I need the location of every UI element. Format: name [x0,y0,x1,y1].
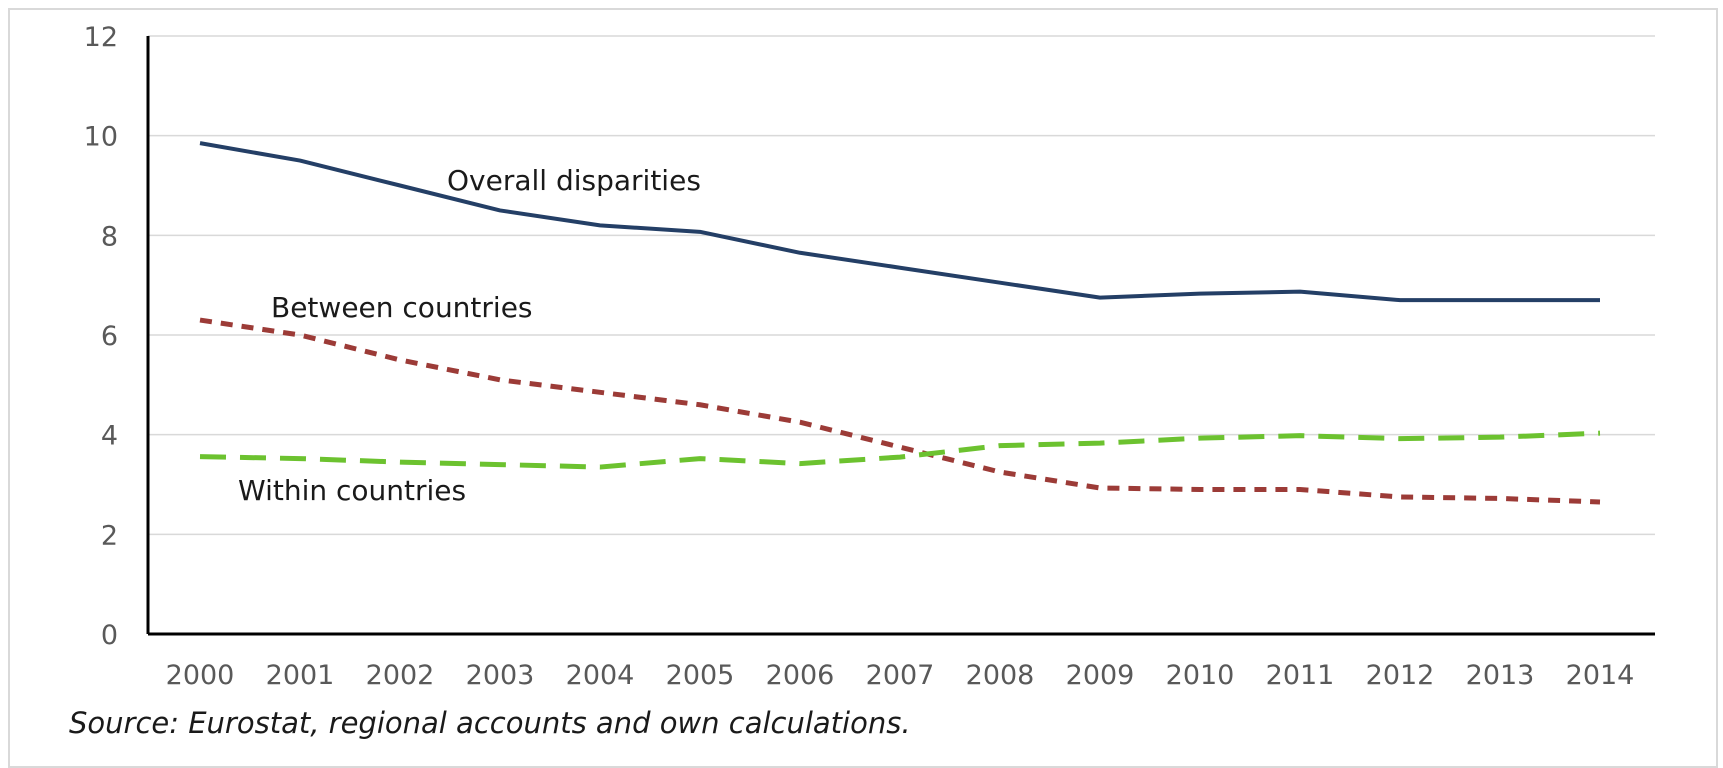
x-tick-label: 2004 [566,660,635,691]
source-note: Source: Eurostat, regional accounts and … [69,706,911,740]
y-tick-label: 6 [101,321,118,352]
annotation-overall-disparities: Overall disparities [447,164,701,197]
series-lines [199,141,1601,505]
x-tick-label: 2008 [966,660,1035,691]
y-tick-label: 10 [84,122,118,153]
chart-frame [8,8,1718,768]
x-tick-labels: 2000 2001 2002 2003 2004 2005 2006 2007 2008 2009… [166,660,1635,691]
x-tick-label: 2003 [466,660,535,691]
x-tick-label: 2010 [1166,660,1235,691]
series-line-within-countries [199,430,1601,470]
x-tick-label: 2011 [1266,660,1335,691]
x-tick-label: 2013 [1466,660,1535,691]
y-tick-label: 4 [101,421,118,452]
gridlines [148,35,1655,536]
y-tick-label: 0 [101,620,118,651]
y-tick-labels: 0 2 4 6 8 10 12 [84,22,118,651]
annotation-within-countries: Within countries [238,474,466,507]
x-tick-label: 2007 [866,660,935,691]
x-tick-label: 2012 [1366,660,1435,691]
x-tick-label: 2000 [166,660,235,691]
x-tick-label: 2002 [366,660,435,691]
y-tick-label: 8 [101,221,118,252]
x-tick-label: 2005 [666,660,735,691]
series-line-between-countries [199,317,1601,505]
x-tick-label: 2009 [1066,660,1135,691]
y-tick-label: 2 [101,520,118,551]
axes [146,36,1655,636]
x-tick-label: 2001 [266,660,335,691]
x-tick-label: 2006 [766,660,835,691]
x-tick-label: 2014 [1566,660,1635,691]
series-line-overall-disparities [199,141,1600,303]
annotation-between-countries: Between countries [271,291,533,324]
y-tick-label: 12 [84,22,118,53]
